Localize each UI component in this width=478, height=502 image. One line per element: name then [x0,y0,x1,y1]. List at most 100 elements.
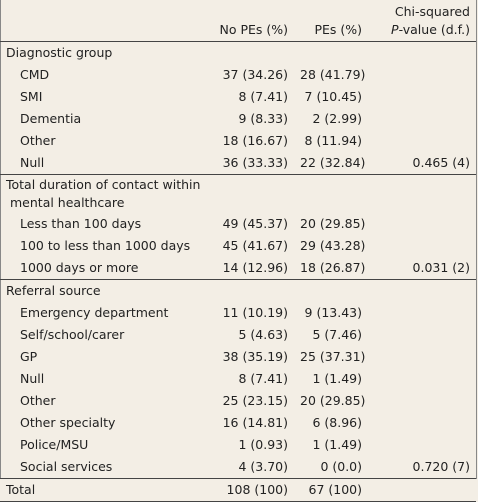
cell-no-pes: 36 (33.33) [198,152,294,175]
cell-p-value [368,130,476,152]
cell-no-pes: 25 (23.15) [222,393,288,408]
section-title: Total duration of contact within mental … [0,175,476,214]
cell-pes: 1 (1.49) [312,437,362,452]
header-p-value-line1: Chi-squared [394,4,470,19]
cell-pes: 7 (10.45) [304,89,362,104]
table-row: Null 36 (33.33) 22 (32.84) 0.465 (4) [0,152,476,175]
table-row: Self/school/carer 5 (4.63) 5 (7.46) [0,324,476,346]
header-label-column [0,0,198,42]
cell-pes: 25 (37.31) [300,349,366,364]
cell-no-pes: 16 (14.81) [222,415,288,430]
cell-pes: 18 (26.87) [294,257,368,280]
cell-no-pes: 8 (7.41) [238,371,288,386]
cell-p-value [368,302,476,324]
row-label: 100 to less than 1000 days [20,238,191,253]
cell-no-pes: 5 (4.63) [238,327,288,342]
total-pes: 67 (100) [294,478,368,502]
header-p-italic: P [391,22,399,37]
cell-p-value [368,64,476,86]
cell-p-value [368,235,476,257]
cell-p-value [368,108,476,130]
row-label: CMD [20,67,50,82]
empty-cell [198,42,294,65]
total-label: Total [0,478,198,502]
cell-p-value [368,368,476,390]
cell-pes: 0 (0.0) [294,456,368,479]
cell-no-pes: 11 (10.19) [222,305,288,320]
table-row: CMD 37 (34.26) 28 (41.79) [0,64,476,86]
table-row: Other 18 (16.67) 8 (11.94) [0,130,476,152]
cell-p-value [368,346,476,368]
section-title: Diagnostic group [6,45,113,60]
row-label: SMI [20,89,43,104]
header-no-pes: No PEs (%) [219,22,288,37]
row-label: Self/school/carer [20,327,125,342]
cell-p-value: 0.465 (4) [368,152,476,175]
cell-pes: 29 (43.28) [300,238,366,253]
cell-no-pes: 18 (16.67) [222,133,288,148]
total-row: Total 108 (100) 67 (100) [0,478,476,502]
cell-pes: 20 (29.85) [300,216,366,231]
section-title-line2: mental healthcare [10,195,125,210]
cell-p-value: 0.720 (7) [368,456,476,479]
table-row: Other 25 (23.15) 20 (29.85) [0,390,476,412]
table-row: Null 8 (7.41) 1 (1.49) [0,368,476,390]
cell-no-pes: 38 (35.19) [222,349,288,364]
section-header-row: Total duration of contact within mental … [0,175,476,214]
section-title-line1: Total duration of contact within [6,177,201,192]
total-no-pes: 108 (100) [198,478,294,502]
empty-cell [294,42,368,65]
section-title: Referral source [6,283,101,298]
row-label: Other [20,133,56,148]
cell-pes: 20 (29.85) [300,393,366,408]
cell-p-value [368,86,476,108]
table-body: Diagnostic group CMD 37 (34.26) 28 (41.7… [0,42,476,502]
table-row: GP 38 (35.19) 25 (37.31) [0,346,476,368]
cell-pes: 5 (7.46) [312,327,362,342]
row-label: Police/MSU [20,437,89,452]
table-row: Less than 100 days 49 (45.37) 20 (29.85) [0,213,476,235]
table-row: 1000 days or more 14 (12.96) 18 (26.87) … [0,257,476,280]
cell-no-pes: 9 (8.33) [238,111,288,126]
header-p-value: Chi-squared P-value (d.f.) [368,0,476,42]
cell-no-pes: 1 (0.93) [238,437,288,452]
empty-cell [368,280,476,303]
cell-pes: 22 (32.84) [294,152,368,175]
cell-p-value [368,412,476,434]
header-p-rest: -value (d.f.) [398,22,470,37]
cell-p-value [368,390,476,412]
table-row: SMI 8 (7.41) 7 (10.45) [0,86,476,108]
empty-cell [294,280,368,303]
cell-pes: 9 (13.43) [304,305,362,320]
cell-no-pes: 37 (34.26) [222,67,288,82]
table-row: Social services 4 (3.70) 0 (0.0) 0.720 (… [0,456,476,479]
row-label: Other [20,393,56,408]
section-header-row: Referral source [0,280,476,303]
row-label: Less than 100 days [20,216,142,231]
cell-p-value: 0.031 (2) [368,257,476,280]
header-p-value-line2: P-value (d.f.) [374,21,470,39]
cell-pes: 6 (8.96) [312,415,362,430]
cell-no-pes: 4 (3.70) [198,456,294,479]
table-row: Emergency department 11 (10.19) 9 (13.43… [0,302,476,324]
cell-p-value [368,213,476,235]
section-header-row: Diagnostic group [0,42,476,65]
table-row: Dementia 9 (8.33) 2 (2.99) [0,108,476,130]
cell-no-pes: 49 (45.37) [222,216,288,231]
header-pes: PEs (%) [314,22,362,37]
row-label: 1000 days or more [0,257,198,280]
cell-pes: 2 (2.99) [312,111,362,126]
table-row: Other specialty 16 (14.81) 6 (8.96) [0,412,476,434]
total-p-value [368,478,476,502]
cell-no-pes: 8 (7.41) [238,89,288,104]
row-label: Null [0,152,198,175]
row-label: Dementia [20,111,82,126]
cell-p-value [368,324,476,346]
empty-cell [368,42,476,65]
cell-pes: 8 (11.94) [304,133,362,148]
row-label: GP [20,349,38,364]
table-row: 100 to less than 1000 days 45 (41.67) 29… [0,235,476,257]
row-label: Null [20,371,45,386]
